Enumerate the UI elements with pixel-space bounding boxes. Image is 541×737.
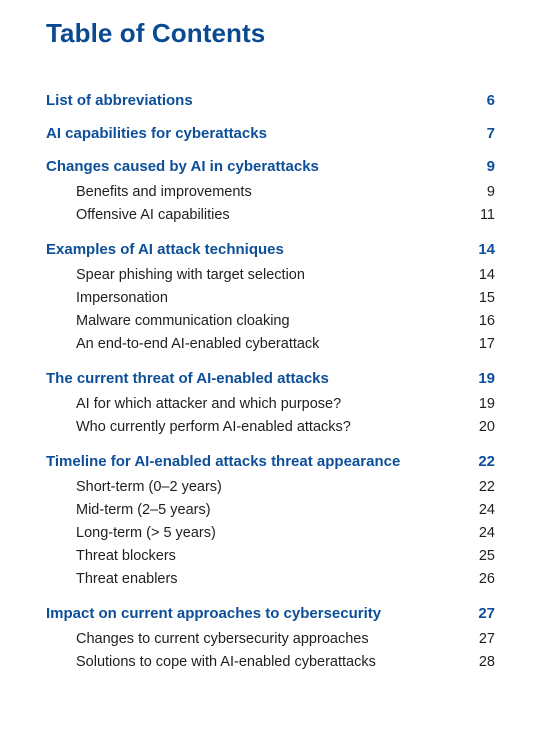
toc-subentry-label: An end-to-end AI-enabled cyberattack [76, 336, 320, 352]
toc-subentry-page-number: 16 [478, 313, 495, 329]
toc-section: Impact on current approaches to cybersec… [46, 604, 495, 676]
toc-subentry-page-number: 20 [478, 419, 495, 435]
page-title: Table of Contents [46, 18, 266, 48]
toc-section-page-number: 19 [478, 370, 495, 387]
toc-subentry-page-number: 17 [478, 336, 495, 352]
toc-section-entry[interactable]: Examples of AI attack techniques 14 [46, 240, 495, 262]
toc-section-label: Impact on current approaches to cybersec… [46, 605, 382, 622]
toc-section-entry[interactable]: The current threat of AI-enabled attacks… [46, 369, 495, 391]
toc-subentry[interactable]: An end-to-end AI-enabled cyberattack 17 [46, 335, 495, 358]
toc-subentry[interactable]: Who currently perform AI-enabled attacks… [46, 418, 495, 441]
toc-subentry-page-number: 24 [478, 525, 495, 541]
toc-subentry[interactable]: Long-term (> 5 years) 24 [46, 524, 495, 547]
toc-subentry-page-number: 15 [478, 290, 495, 306]
toc-section-page-number: 7 [486, 125, 495, 142]
toc-subentry-label: Who currently perform AI-enabled attacks… [76, 419, 351, 435]
toc-section-label: List of abbreviations [46, 92, 193, 109]
toc-subentry[interactable]: Solutions to cope with AI-enabled cybera… [46, 653, 495, 676]
toc-subentry-label: Offensive AI capabilities [76, 207, 230, 223]
toc-subentry[interactable]: Short-term (0–2 years) 22 [46, 478, 495, 501]
toc-subentry[interactable]: Benefits and improvements 9 [46, 183, 495, 206]
toc-subentry-label: Impersonation [76, 290, 168, 306]
toc-section: Timeline for AI-enabled attacks threat a… [46, 452, 495, 593]
toc-subentry-label: AI for which attacker and which purpose? [76, 396, 342, 412]
toc-section-entry[interactable]: Changes caused by AI in cyberattacks 9 [46, 157, 495, 179]
toc-section-label: AI capabilities for cyberattacks [46, 125, 267, 142]
toc-section-page-number: 9 [486, 158, 495, 175]
toc-subentry[interactable]: Threat blockers 25 [46, 547, 495, 570]
toc-subentry-label: Long-term (> 5 years) [76, 525, 216, 541]
toc-section-entry[interactable]: Timeline for AI-enabled attacks threat a… [46, 452, 495, 474]
toc-section-label: Timeline for AI-enabled attacks threat a… [46, 453, 401, 470]
toc-section: Examples of AI attack techniques 14 Spear … [46, 240, 495, 358]
toc-section-page-number: 6 [486, 92, 495, 109]
toc-section: The current threat of AI-enabled attacks… [46, 369, 495, 441]
toc-subentry[interactable]: AI for which attacker and which purpose?… [46, 395, 495, 418]
toc-section: AI capabilities for cyberattacks 7 [46, 124, 495, 146]
toc-subentry[interactable]: Malware communication cloaking 16 [46, 312, 495, 335]
toc-subentry-page-number: 19 [478, 396, 495, 412]
toc-subentry-label: Malware communication cloaking [76, 313, 290, 329]
toc-subentry[interactable]: Offensive AI capabilities 11 [46, 206, 495, 229]
toc-subentry[interactable]: Impersonation 15 [46, 289, 495, 312]
toc-subentry-page-number: 26 [478, 571, 495, 587]
toc-subentry-label: Solutions to cope with AI-enabled cybera… [76, 654, 376, 670]
toc-section-entry[interactable]: Impact on current approaches to cybersec… [46, 604, 495, 626]
toc-subentry-page-number: 24 [478, 502, 495, 518]
toc-subentry-label: Changes to current cybersecurity approac… [76, 631, 369, 647]
toc-subentry[interactable]: Threat enablers 26 [46, 570, 495, 593]
toc-list: List of abbreviations 6 AI capabilities fo… [46, 91, 495, 676]
toc-section: List of abbreviations 6 [46, 91, 495, 113]
toc-section-page-number: 22 [478, 453, 495, 470]
toc-section-entry[interactable]: AI capabilities for cyberattacks 7 [46, 124, 495, 146]
toc-subentry[interactable]: Changes to current cybersecurity approac… [46, 630, 495, 653]
toc-subentry-page-number: 9 [486, 184, 495, 200]
toc-subentry-page-number: 22 [478, 479, 495, 495]
toc-subentry-label: Mid-term (2–5 years) [76, 502, 211, 518]
toc-subentry[interactable]: Spear phishing with target selection 14 [46, 266, 495, 289]
toc-section-page-number: 27 [478, 605, 495, 622]
toc-subentry-page-number: 11 [479, 207, 495, 223]
toc-section: Changes caused by AI in cyberattacks 9 Ben… [46, 157, 495, 229]
toc-subentry-page-number: 25 [478, 548, 495, 564]
toc-section-label: The current threat of AI-enabled attacks [46, 370, 329, 387]
toc-section-label: Changes caused by AI in cyberattacks [46, 158, 319, 175]
toc-subentry-label: Short-term (0–2 years) [76, 479, 222, 495]
toc-subentry-label: Threat blockers [76, 548, 176, 564]
toc-subentry-page-number: 28 [478, 654, 495, 670]
toc-section-label: Examples of AI attack techniques [46, 241, 284, 258]
toc-subentry-label: Benefits and improvements [76, 184, 252, 200]
toc-subentry-label: Threat enablers [76, 571, 178, 587]
toc-subentry-label: Spear phishing with target selection [76, 267, 305, 283]
toc-section-entry[interactable]: List of abbreviations 6 [46, 91, 495, 113]
toc-section-page-number: 14 [478, 241, 495, 258]
toc-subentry[interactable]: Mid-term (2–5 years) 24 [46, 501, 495, 524]
toc-subentry-page-number: 27 [478, 631, 495, 647]
toc-subentry-page-number: 14 [478, 267, 495, 283]
